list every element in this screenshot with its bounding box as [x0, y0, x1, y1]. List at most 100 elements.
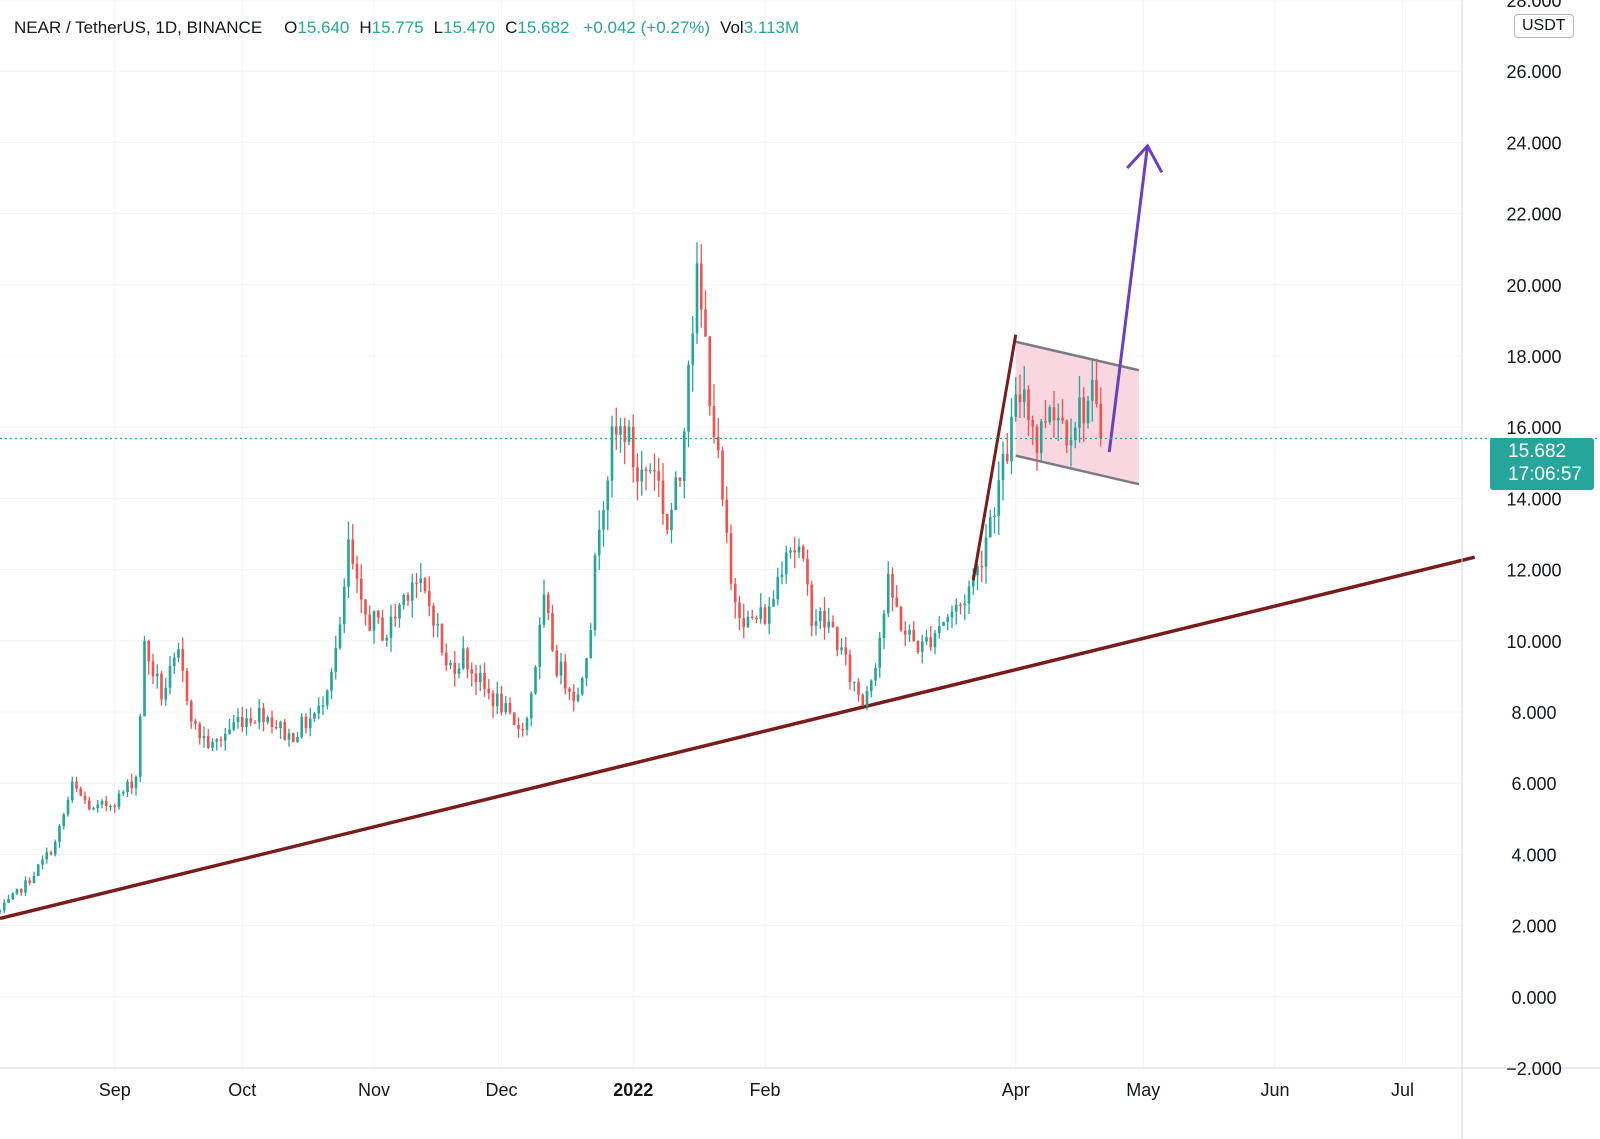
y-tick-label: 28.000: [1506, 0, 1561, 11]
candle-body: [929, 637, 933, 648]
candle-body: [2, 902, 6, 911]
candle-body: [478, 673, 482, 683]
currency-badge[interactable]: USDT: [1514, 14, 1574, 38]
candle-body: [372, 610, 376, 631]
candle: [623, 417, 627, 465]
candle: [62, 813, 66, 830]
candle: [109, 804, 112, 811]
candle: [1027, 385, 1030, 436]
candle: [674, 471, 678, 511]
candle-body: [457, 668, 461, 674]
candle: [194, 718, 197, 730]
candle: [461, 636, 465, 670]
candle-body: [738, 602, 741, 619]
candle: [801, 544, 805, 562]
candle: [389, 604, 393, 652]
candle-body: [619, 426, 622, 435]
candle: [585, 657, 588, 687]
candle-body: [389, 616, 393, 638]
candle-body: [381, 617, 384, 641]
candle: [653, 453, 656, 491]
candle: [937, 616, 941, 639]
candle: [440, 623, 444, 656]
y-tick-label: 0.000: [1511, 988, 1556, 1008]
candle: [1039, 418, 1043, 461]
candle: [308, 707, 312, 737]
y-tick-label: 14.000: [1506, 489, 1561, 509]
candle: [572, 684, 576, 712]
candle-body: [1078, 397, 1081, 428]
candle: [852, 681, 856, 692]
candle-body: [45, 852, 49, 860]
candle-body: [49, 852, 53, 855]
candle-body: [66, 799, 70, 815]
candle: [993, 507, 996, 534]
candle: [699, 244, 703, 328]
candle-body: [551, 613, 554, 651]
candle: [185, 667, 189, 706]
symbol-legend: NEAR / TetherUS, 1D, BINANCE O 15.640 H 15…: [14, 18, 799, 38]
grid: [0, 0, 1462, 1069]
candle-body: [232, 722, 236, 730]
symbol-name[interactable]: NEAR / TetherUS, 1D, BINANCE: [14, 18, 263, 37]
x-tick-label: Dec: [485, 1080, 517, 1100]
high-label: H: [359, 18, 372, 37]
candle-body: [87, 800, 91, 810]
candle-body: [325, 690, 329, 706]
candle: [835, 626, 839, 657]
candle-body: [228, 729, 231, 734]
candle: [1044, 400, 1047, 429]
candle: [861, 693, 865, 707]
candle: [597, 510, 601, 570]
x-tick-label: Sep: [99, 1080, 131, 1100]
candle-body: [11, 893, 15, 900]
x-tick-label: Jul: [1391, 1080, 1414, 1100]
candle: [266, 715, 270, 725]
candle-body: [364, 599, 367, 615]
candle-body: [857, 681, 860, 695]
candle-body: [636, 467, 639, 482]
candle: [610, 415, 614, 498]
last-price-tag: 15.682 17:06:57: [1490, 438, 1594, 490]
candle-body: [742, 618, 746, 628]
candle: [648, 463, 652, 474]
candle: [262, 703, 265, 732]
candle: [810, 580, 814, 637]
candle: [869, 679, 873, 698]
candle: [555, 644, 559, 678]
candle-body: [151, 661, 155, 677]
candle-body: [19, 888, 23, 893]
candle: [950, 605, 954, 629]
candle: [126, 779, 129, 798]
candle-body: [852, 681, 856, 683]
x-tick-label: Feb: [749, 1080, 780, 1100]
candle: [402, 593, 406, 610]
candle: [967, 580, 971, 614]
candle: [330, 668, 333, 700]
candle-body: [1039, 421, 1043, 453]
candle-body: [861, 694, 865, 706]
candle: [121, 789, 125, 797]
candle: [270, 710, 274, 734]
candle: [211, 738, 214, 751]
candle: [891, 567, 894, 612]
x-tick-label: 2022: [613, 1080, 653, 1100]
candle-body: [865, 691, 869, 706]
candle: [457, 662, 461, 679]
candle-body: [529, 693, 533, 719]
candle-body: [436, 623, 440, 626]
annotations: [0, 143, 1600, 581]
candle-body: [814, 621, 818, 626]
candle: [755, 615, 758, 624]
candle-body: [1065, 420, 1069, 446]
candle-body: [168, 666, 172, 688]
candle-body: [1005, 453, 1009, 462]
candle: [1086, 395, 1090, 429]
candle-body: [980, 566, 984, 568]
candle: [865, 685, 869, 711]
candle: [559, 652, 563, 685]
candle-body: [313, 713, 316, 719]
candle-body: [708, 336, 712, 407]
